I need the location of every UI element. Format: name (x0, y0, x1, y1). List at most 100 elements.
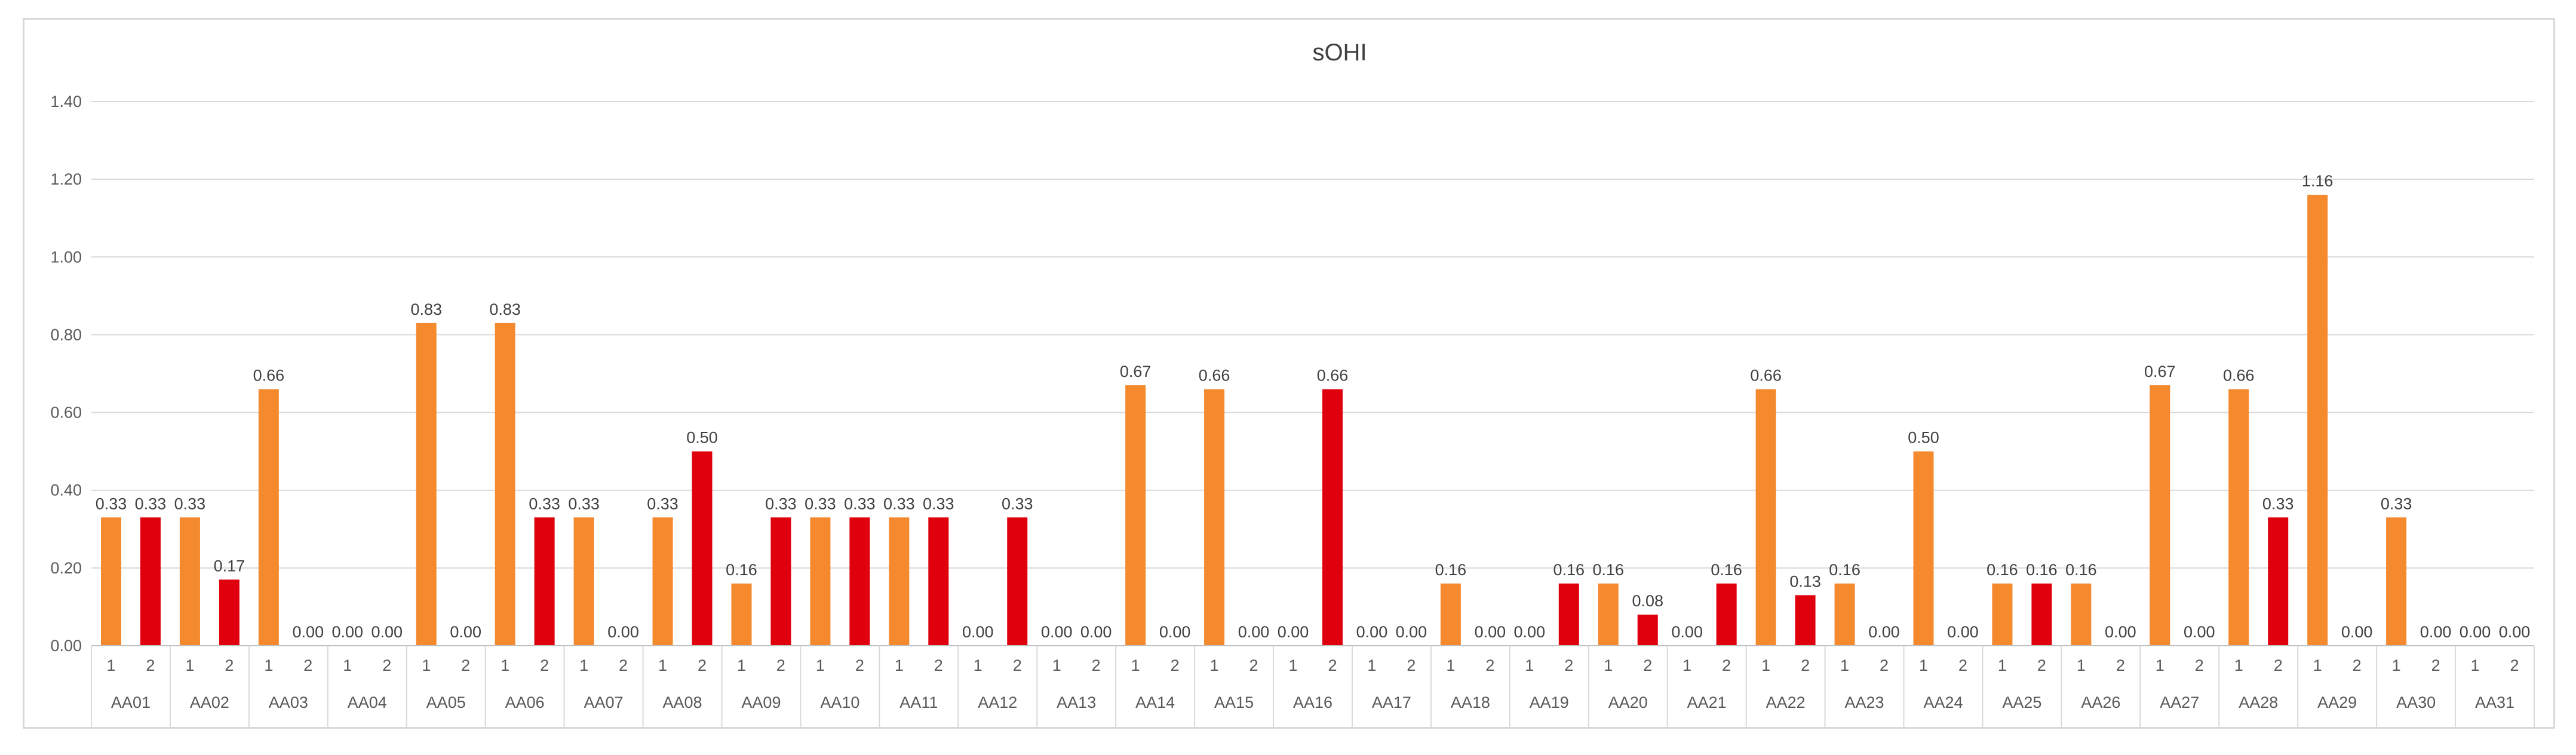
bar-AA15-1 (1204, 389, 1225, 646)
x-axis: 1 2 AA01 1 2 AA02 1 2 AA03 1 2 AA04 1 2 AA05 1 2 AA06 1 2 AA… (91, 645, 2535, 727)
x-subcategory-label: 2 (1407, 656, 1416, 674)
data-label: 0.00 (1396, 623, 1427, 641)
x-group-label: AA05 (426, 693, 466, 711)
x-group-label: AA13 (1057, 693, 1096, 711)
data-label: 0.00 (1159, 623, 1191, 641)
y-tick-label: 0.60 (50, 404, 82, 422)
data-label: 0.66 (2223, 367, 2255, 385)
data-label: 0.00 (1080, 623, 1112, 641)
bar-AA09-1 (731, 583, 752, 646)
x-subcategory-label: 2 (1328, 656, 1337, 674)
x-group-label: AA20 (1608, 693, 1648, 711)
bars (100, 195, 2407, 646)
data-label: 0.00 (1356, 623, 1388, 641)
y-tick-label: 1.40 (50, 93, 82, 111)
x-subcategory-label: 2 (225, 656, 234, 674)
data-label: 0.00 (1475, 623, 1506, 641)
data-label: 0.00 (1238, 623, 1270, 641)
data-label: 0.66 (1317, 367, 1349, 385)
x-subcategory-label: 2 (146, 656, 155, 674)
data-label: 0.00 (371, 623, 403, 641)
x-group-label: AA21 (1687, 693, 1727, 711)
data-label: 0.33 (923, 495, 954, 512)
bar-AA06-1 (495, 323, 515, 646)
y-tick-label: 1.20 (50, 170, 82, 188)
data-label: 0.66 (1199, 367, 1230, 385)
data-label: 0.16 (1987, 561, 2018, 579)
x-subcategory-label: 2 (2353, 656, 2362, 674)
bar-AA16-2 (1322, 389, 1343, 646)
x-subcategory-label: 1 (658, 656, 667, 674)
bar-AA28-2 (2268, 517, 2289, 646)
x-subcategory-label: 2 (934, 656, 943, 674)
x-subcategory-label: 1 (1840, 656, 1849, 674)
x-subcategory-label: 1 (1289, 656, 1298, 674)
x-subcategory-label: 1 (1525, 656, 1534, 674)
data-label: 0.00 (1278, 623, 1309, 641)
data-label: 0.00 (1671, 623, 1703, 641)
bar-AA02-1 (179, 517, 200, 646)
bar-AA28-1 (2228, 389, 2249, 646)
bar-AA11-1 (889, 517, 910, 646)
x-group-label: AA28 (2239, 693, 2278, 711)
bar-chart: sOHI 0.00 0.20 0.40 0.60 0.80 1.00 1.20 1.40 0.… (50, 39, 2535, 727)
y-tick-label: 0.40 (50, 481, 82, 499)
bar-AA21-2 (1716, 583, 1737, 646)
bar-AA23-1 (1834, 583, 1855, 646)
x-subcategory-label: 2 (2274, 656, 2283, 674)
x-subcategory-label: 1 (1604, 656, 1613, 674)
bar-AA14-1 (1125, 385, 1146, 646)
data-label: 0.83 (489, 300, 521, 318)
data-label: 0.16 (2026, 561, 2058, 579)
x-subcategory-label: 1 (501, 656, 509, 674)
bar-AA29-1 (2307, 195, 2328, 646)
x-subcategory-label: 1 (2392, 656, 2401, 674)
x-group-label: AA02 (190, 693, 229, 711)
x-subcategory-label: 1 (1367, 656, 1376, 674)
x-group-label: AA25 (2002, 693, 2041, 711)
bar-AA12-2 (1007, 517, 1028, 646)
x-subcategory-label: 2 (1564, 656, 1573, 674)
bar-AA19-2 (1558, 583, 1579, 646)
x-subcategory-label: 2 (619, 656, 628, 674)
x-subcategory-label: 2 (1092, 656, 1101, 674)
bar-AA26-1 (2071, 583, 2092, 646)
bar-AA06-2 (534, 517, 555, 646)
x-subcategory-label: 2 (540, 656, 549, 674)
x-group-label: AA09 (741, 693, 781, 711)
x-group-label: AA12 (978, 693, 1017, 711)
data-label: 0.33 (1002, 495, 1033, 512)
data-label: 0.67 (1120, 363, 1152, 380)
data-label: 0.16 (2065, 561, 2097, 579)
x-subcategory-label: 1 (737, 656, 746, 674)
x-subcategory-label: 2 (2116, 656, 2125, 674)
x-group-label: AA15 (1214, 693, 1254, 711)
data-label: 0.33 (2262, 495, 2294, 512)
x-group-label: AA16 (1293, 693, 1332, 711)
x-group-label: AA30 (2396, 693, 2436, 711)
x-subcategory-label: 1 (2156, 656, 2164, 674)
bar-AA08-2 (692, 451, 713, 646)
data-label: 0.33 (135, 495, 167, 512)
bar-AA27-1 (2150, 385, 2170, 646)
x-group-label: AA07 (584, 693, 624, 711)
x-group-label: AA08 (662, 693, 702, 711)
x-group-label: AA26 (2081, 693, 2120, 711)
data-label: 0.16 (1829, 561, 1860, 579)
x-group-label: AA11 (899, 693, 938, 711)
x-subcategory-label: 1 (422, 656, 431, 674)
bar-AA03-1 (258, 389, 279, 646)
data-label: 0.00 (293, 623, 324, 641)
bar-AA30-1 (2386, 517, 2407, 646)
x-subcategory-label: 1 (2471, 656, 2480, 674)
data-label: 0.33 (174, 495, 206, 512)
x-subcategory-label: 1 (2313, 656, 2322, 674)
x-subcategory-label: 2 (1722, 656, 1731, 674)
x-group-label: AA14 (1135, 693, 1175, 711)
chart-title: sOHI (1312, 39, 1367, 66)
bar-AA05-1 (416, 323, 437, 646)
data-label: 0.50 (1908, 429, 1939, 447)
data-label: 0.33 (883, 495, 915, 512)
data-label: 0.16 (1435, 561, 1467, 579)
data-label: 0.33 (96, 495, 127, 512)
